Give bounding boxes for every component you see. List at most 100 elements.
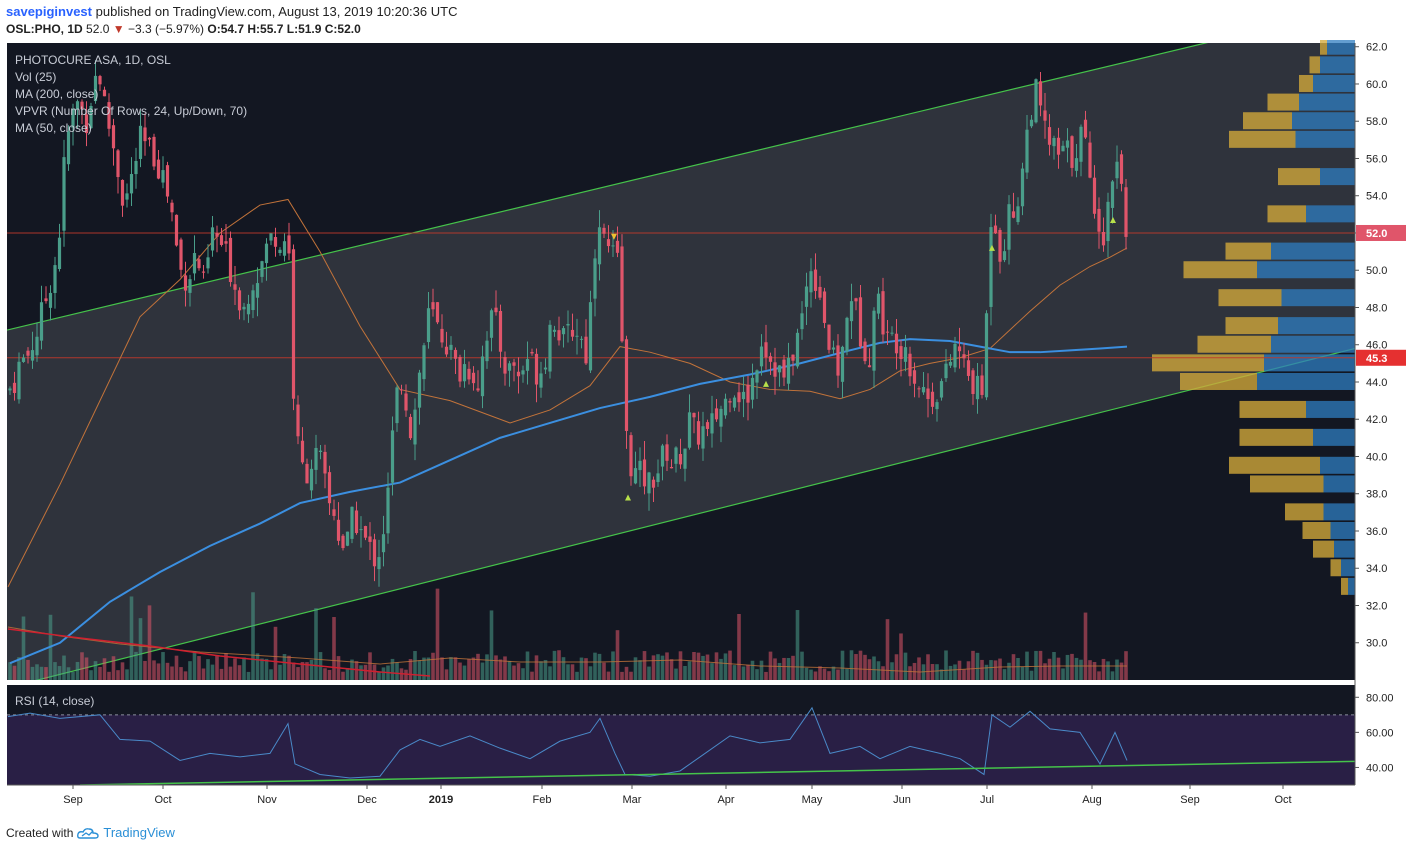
candle-body bbox=[849, 301, 854, 322]
signal-markers bbox=[611, 216, 1116, 501]
candle-body bbox=[323, 451, 327, 474]
candle-body bbox=[120, 179, 125, 206]
candle-body bbox=[12, 382, 17, 393]
volume-bar bbox=[764, 671, 768, 680]
volume-bar bbox=[368, 652, 372, 680]
volume-bar bbox=[561, 657, 566, 680]
rsi-pane[interactable] bbox=[7, 685, 1355, 785]
candle-body bbox=[984, 313, 989, 398]
tradingview-cloud-icon bbox=[77, 827, 100, 839]
y-tick-label: 44.0 bbox=[1366, 377, 1387, 389]
volume-bar bbox=[525, 651, 530, 680]
volume-bar bbox=[813, 671, 818, 680]
candle-body bbox=[1007, 204, 1011, 250]
y-tick-label: 60.0 bbox=[1366, 79, 1387, 91]
volume-bar bbox=[62, 655, 66, 680]
indicator-vol[interactable]: Vol (25) bbox=[15, 70, 56, 84]
candle-body bbox=[696, 421, 701, 445]
vp-up-bar bbox=[1229, 456, 1320, 474]
price-pane[interactable] bbox=[7, 43, 1355, 680]
candle-body bbox=[21, 357, 26, 362]
volume-bar bbox=[881, 666, 885, 680]
vp-up-bar bbox=[1239, 428, 1313, 446]
candle-body bbox=[233, 284, 237, 290]
candle-body bbox=[723, 398, 728, 416]
candle-body bbox=[566, 323, 570, 326]
volume-bar bbox=[255, 653, 260, 680]
candle-body bbox=[458, 356, 462, 382]
volume-bar bbox=[755, 669, 759, 680]
volume-bar bbox=[624, 666, 629, 680]
volume-bar bbox=[845, 668, 849, 680]
indicator-rsi[interactable]: RSI (14, close) bbox=[15, 694, 94, 708]
author-link[interactable]: savepiginvest bbox=[6, 4, 92, 19]
candle-body bbox=[408, 416, 413, 439]
candle-body bbox=[885, 331, 890, 333]
channel-lower-line bbox=[35, 347, 1355, 680]
buy-marker bbox=[763, 380, 769, 387]
candle-body bbox=[165, 165, 170, 197]
candle-body bbox=[30, 350, 35, 361]
candle-body bbox=[318, 450, 323, 453]
vp-down-bar bbox=[1271, 242, 1355, 260]
candle-body bbox=[467, 368, 471, 380]
volume-bar bbox=[804, 667, 809, 680]
volume-bar bbox=[930, 664, 935, 680]
candle-body bbox=[201, 271, 206, 273]
x-tick-label: Aug bbox=[1082, 794, 1102, 806]
candle-body bbox=[422, 345, 426, 380]
candle-body bbox=[665, 444, 669, 461]
volume-bar bbox=[975, 652, 980, 680]
vp-down-bar bbox=[1334, 540, 1355, 558]
vp-up-bar bbox=[1243, 112, 1292, 130]
volume-bar bbox=[179, 667, 183, 680]
vp-up-bar bbox=[1320, 40, 1327, 55]
vp-down-bar bbox=[1348, 577, 1355, 595]
candle-body bbox=[179, 239, 183, 270]
indicator-ma50[interactable]: MA (50, close) bbox=[15, 121, 92, 135]
volume-bar bbox=[35, 664, 39, 680]
indicator-ma200[interactable]: MA (200, close) bbox=[15, 87, 98, 101]
candle-body bbox=[791, 354, 795, 361]
candle-body bbox=[368, 536, 372, 542]
candle-body bbox=[53, 265, 57, 293]
buy-marker bbox=[989, 244, 995, 251]
volume-bar bbox=[174, 655, 179, 680]
volume-bar bbox=[233, 658, 237, 680]
candle-body bbox=[579, 338, 584, 340]
volume-bar bbox=[323, 668, 327, 680]
candle-body bbox=[251, 290, 255, 311]
candle-body bbox=[966, 360, 971, 376]
candle-body bbox=[894, 333, 899, 354]
volume-bar bbox=[611, 651, 615, 680]
volume-bar bbox=[26, 659, 30, 680]
candle-body bbox=[890, 332, 894, 334]
chart-canvas[interactable]: 62.0 60.0 58.0 56.0 54.0 52.0 50.0 48.0 46.0 44.0… bbox=[0, 40, 1408, 820]
volume-bar bbox=[917, 657, 921, 680]
volume-bar bbox=[800, 651, 804, 680]
volume-bar bbox=[935, 664, 939, 680]
symbol-header: OSL:PHO, 1D 52.0 ▼ −3.3 (−5.97%) O:54.7 … bbox=[6, 22, 361, 36]
volume-bar bbox=[512, 665, 516, 680]
volume-bar bbox=[782, 657, 786, 680]
candle-body bbox=[107, 102, 111, 129]
volume-bar bbox=[291, 662, 296, 680]
volume-bar bbox=[107, 671, 111, 680]
candle-body bbox=[71, 108, 75, 128]
volume-bar bbox=[714, 652, 719, 680]
volume-bar bbox=[12, 665, 17, 680]
tradingview-link[interactable]: TradingView bbox=[103, 825, 175, 840]
axes: 62.0 60.0 58.0 56.0 54.0 52.0 50.0 48.0 46.0 44.0… bbox=[7, 42, 1406, 806]
indicator-vpvr[interactable]: VPVR (Number Of Rows, 24, Up/Down, 70) bbox=[15, 104, 247, 118]
volume-bar bbox=[687, 661, 692, 680]
candle-body bbox=[647, 472, 651, 494]
volume-bar bbox=[894, 654, 899, 680]
candle-body bbox=[188, 279, 192, 293]
candle-body bbox=[66, 131, 71, 165]
candle-body bbox=[219, 235, 224, 245]
vp-up-bar bbox=[1225, 317, 1278, 335]
volume-bar bbox=[701, 655, 705, 680]
buy-marker bbox=[1110, 216, 1116, 223]
candle-body bbox=[480, 356, 485, 397]
volume-bar bbox=[44, 667, 48, 680]
